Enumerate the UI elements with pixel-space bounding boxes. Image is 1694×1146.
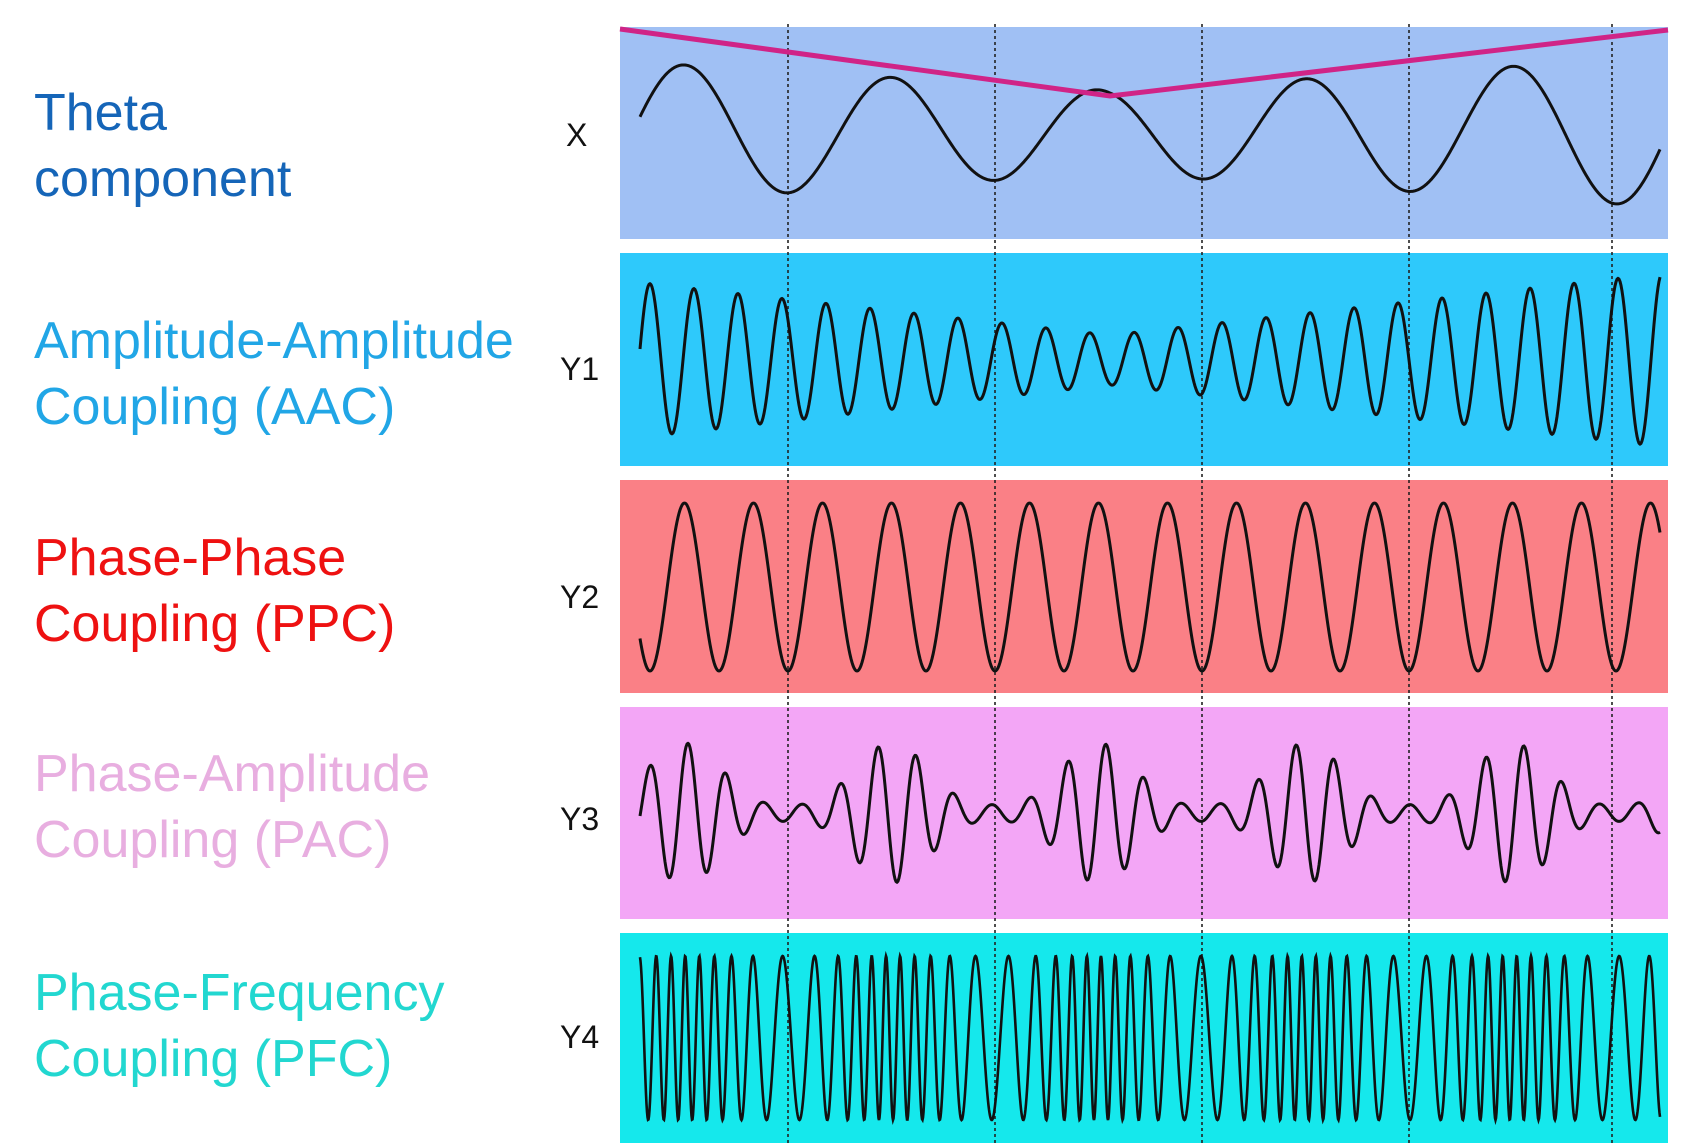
waveform-y2 [638, 501, 1662, 673]
label-ppc: Phase-Phase Coupling (PPC) [34, 525, 395, 657]
envelope-line [619, 26, 1669, 99]
label-aac-line2: Coupling (AAC) [34, 378, 396, 436]
label-aac: Amplitude-Amplitude Coupling (AAC) [34, 308, 514, 440]
phase-reference-lines [787, 24, 1613, 1146]
waveform-y4 [638, 950, 1662, 1126]
waveform-y3 [638, 741, 1661, 884]
label-ppc-line2: Coupling (PPC) [34, 595, 396, 653]
waveform-y1 [638, 276, 1662, 446]
label-ppc-line1: Phase-Phase [34, 529, 347, 587]
label-pac: Phase-Amplitude Coupling (PAC) [34, 741, 430, 873]
label-pac-line1: Phase-Amplitude [34, 745, 430, 803]
label-pfc-line1: Phase-Frequency [34, 964, 445, 1022]
label-pac-line2: Coupling (PAC) [34, 811, 392, 869]
waveform-x [638, 63, 1662, 206]
band-x [620, 27, 1668, 239]
trace-label-y1: Y1 [560, 351, 599, 387]
trace-labels: X Y1 Y2 Y3 Y4 [560, 117, 599, 1055]
trace-label-y2: Y2 [560, 579, 599, 615]
label-theta-component: Theta component [34, 80, 291, 212]
trace-label-y4: Y4 [560, 1019, 599, 1055]
label-aac-line1: Amplitude-Amplitude [34, 312, 514, 370]
trace-label-y3: Y3 [560, 801, 599, 837]
label-theta-line1: Theta [34, 84, 167, 142]
band-y3 [620, 707, 1668, 919]
band-y2 [620, 480, 1668, 693]
amplitude-envelope [619, 26, 1669, 99]
label-theta-line2: component [34, 150, 292, 208]
trace-waveforms [638, 63, 1662, 1126]
label-pfc-line2: Coupling (PFC) [34, 1030, 393, 1088]
trace-label-x: X [566, 117, 587, 153]
trace-bands [620, 27, 1668, 1143]
label-pfc: Phase-Frequency Coupling (PFC) [34, 960, 444, 1092]
